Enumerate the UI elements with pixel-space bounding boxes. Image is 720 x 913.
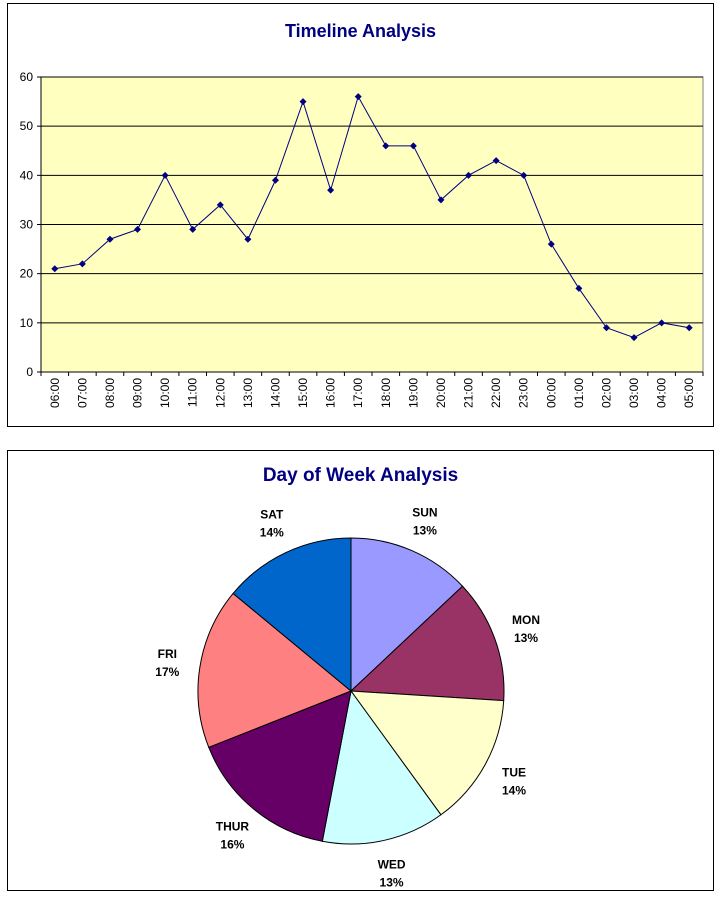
data-point [437,196,445,204]
x-tick-label: 09:00 [131,378,145,408]
x-tick-label: 11:00 [186,378,200,407]
data-point [134,225,142,233]
x-tick-label: 14:00 [268,378,282,408]
y-tick-label: 40 [20,168,34,182]
x-tick-label: 18:00 [379,378,393,408]
pie-slice-tue [349,690,505,816]
day-of-week-chart-svg: SUN 13% MON 13% TUE 14% WED 13% THUR 16% FRI 17% SAT… [155,505,540,890]
pie-label-fri: FRI [158,647,177,661]
x-tick-label: 16:00 [324,378,338,408]
pie-percent-thur: 16% [220,837,244,851]
y-tick-label: 20 [20,267,34,281]
day-of-week-chart-title: Day of Week Analysis [262,465,459,486]
x-tick-label: 23:00 [517,378,531,408]
y-tick-label: 10 [20,316,34,330]
x-tick-label: 03:00 [627,378,641,408]
data-point [161,171,169,179]
x-tick-label: 08:00 [103,378,117,408]
data-point [465,171,473,179]
pie-slice-sat [232,537,352,693]
timeline-chart-svg: 0 10 20 30 40 50 60 06:00 07:00 08:00 09:00 10:00 11… [20,70,704,408]
data-point [78,260,86,268]
y-tick-label: 30 [20,218,34,232]
pie-percent-tue: 14% [502,784,526,798]
x-tick-label: 22:00 [489,378,503,408]
pie-slice-sun [350,537,464,693]
pie-percent-mon: 13% [514,631,538,645]
data-point [409,142,417,150]
data-point [520,171,528,179]
data-point [189,225,197,233]
y-tick-label: 50 [20,119,34,133]
x-tick-label: 05:00 [682,378,696,408]
x-tick-label: 17:00 [351,378,365,408]
timeline-chart-title: Timeline Analysis [284,21,437,41]
pie-slice-thur [208,690,352,842]
x-tick-label: 15:00 [296,378,310,408]
data-point [244,235,252,243]
data-point [271,176,279,184]
data-point [354,93,362,101]
x-tick-label: 04:00 [655,378,669,408]
x-tick-label: 20:00 [434,378,448,408]
data-point [602,324,610,332]
y-tick-label: 0 [26,365,33,379]
pie-label-mon: MON [512,613,540,627]
data-point [216,201,224,209]
x-tick-label: 02:00 [599,378,613,408]
x-tick-label: 06:00 [48,378,62,408]
x-tick-label: 07:00 [75,378,89,408]
pie-percent-sat: 14% [260,526,284,540]
x-tick-label: 12:00 [213,378,227,408]
pie-percent-fri: 17% [155,665,179,679]
data-point [575,284,583,292]
series-line [54,95,690,339]
data-point [106,235,114,243]
pie-label-thur: THUR [216,819,250,833]
data-point [51,265,59,273]
x-tick-label: 13:00 [241,378,255,408]
data-point [658,319,666,327]
timeline-chart-panel: Timeline Analysis 0 10 20 30 40 50 60 06:00 07:0… [7,3,714,427]
pie-label-sun: SUN [412,505,437,519]
x-tick-label: 01:00 [572,378,586,408]
pie-slice-wed [321,689,442,845]
day-of-week-chart-panel: Day of Week Analysis SUN 13% MON 13% TUE 14% W… [7,450,714,891]
pie-percent-wed: 13% [380,876,404,890]
x-tick-label: 00:00 [544,378,558,408]
x-tick-label: 10:00 [158,378,172,408]
x-tick-label: 21:00 [462,378,476,408]
pie-percent-sun: 13% [413,523,437,537]
data-point [492,157,500,165]
pie-slice-mon [349,585,505,702]
pie-slice-fri [197,592,352,748]
data-point [685,324,693,332]
pie-label-wed: WED [378,858,406,872]
data-point [547,240,555,248]
data-point [630,334,638,342]
data-point [382,142,390,150]
x-tick-label: 19:00 [406,378,420,408]
pie-label-sat: SAT [260,508,284,522]
data-point [327,186,335,194]
y-tick-label: 60 [20,70,34,84]
pie-label-tue: TUE [502,766,526,780]
data-point [299,98,307,106]
